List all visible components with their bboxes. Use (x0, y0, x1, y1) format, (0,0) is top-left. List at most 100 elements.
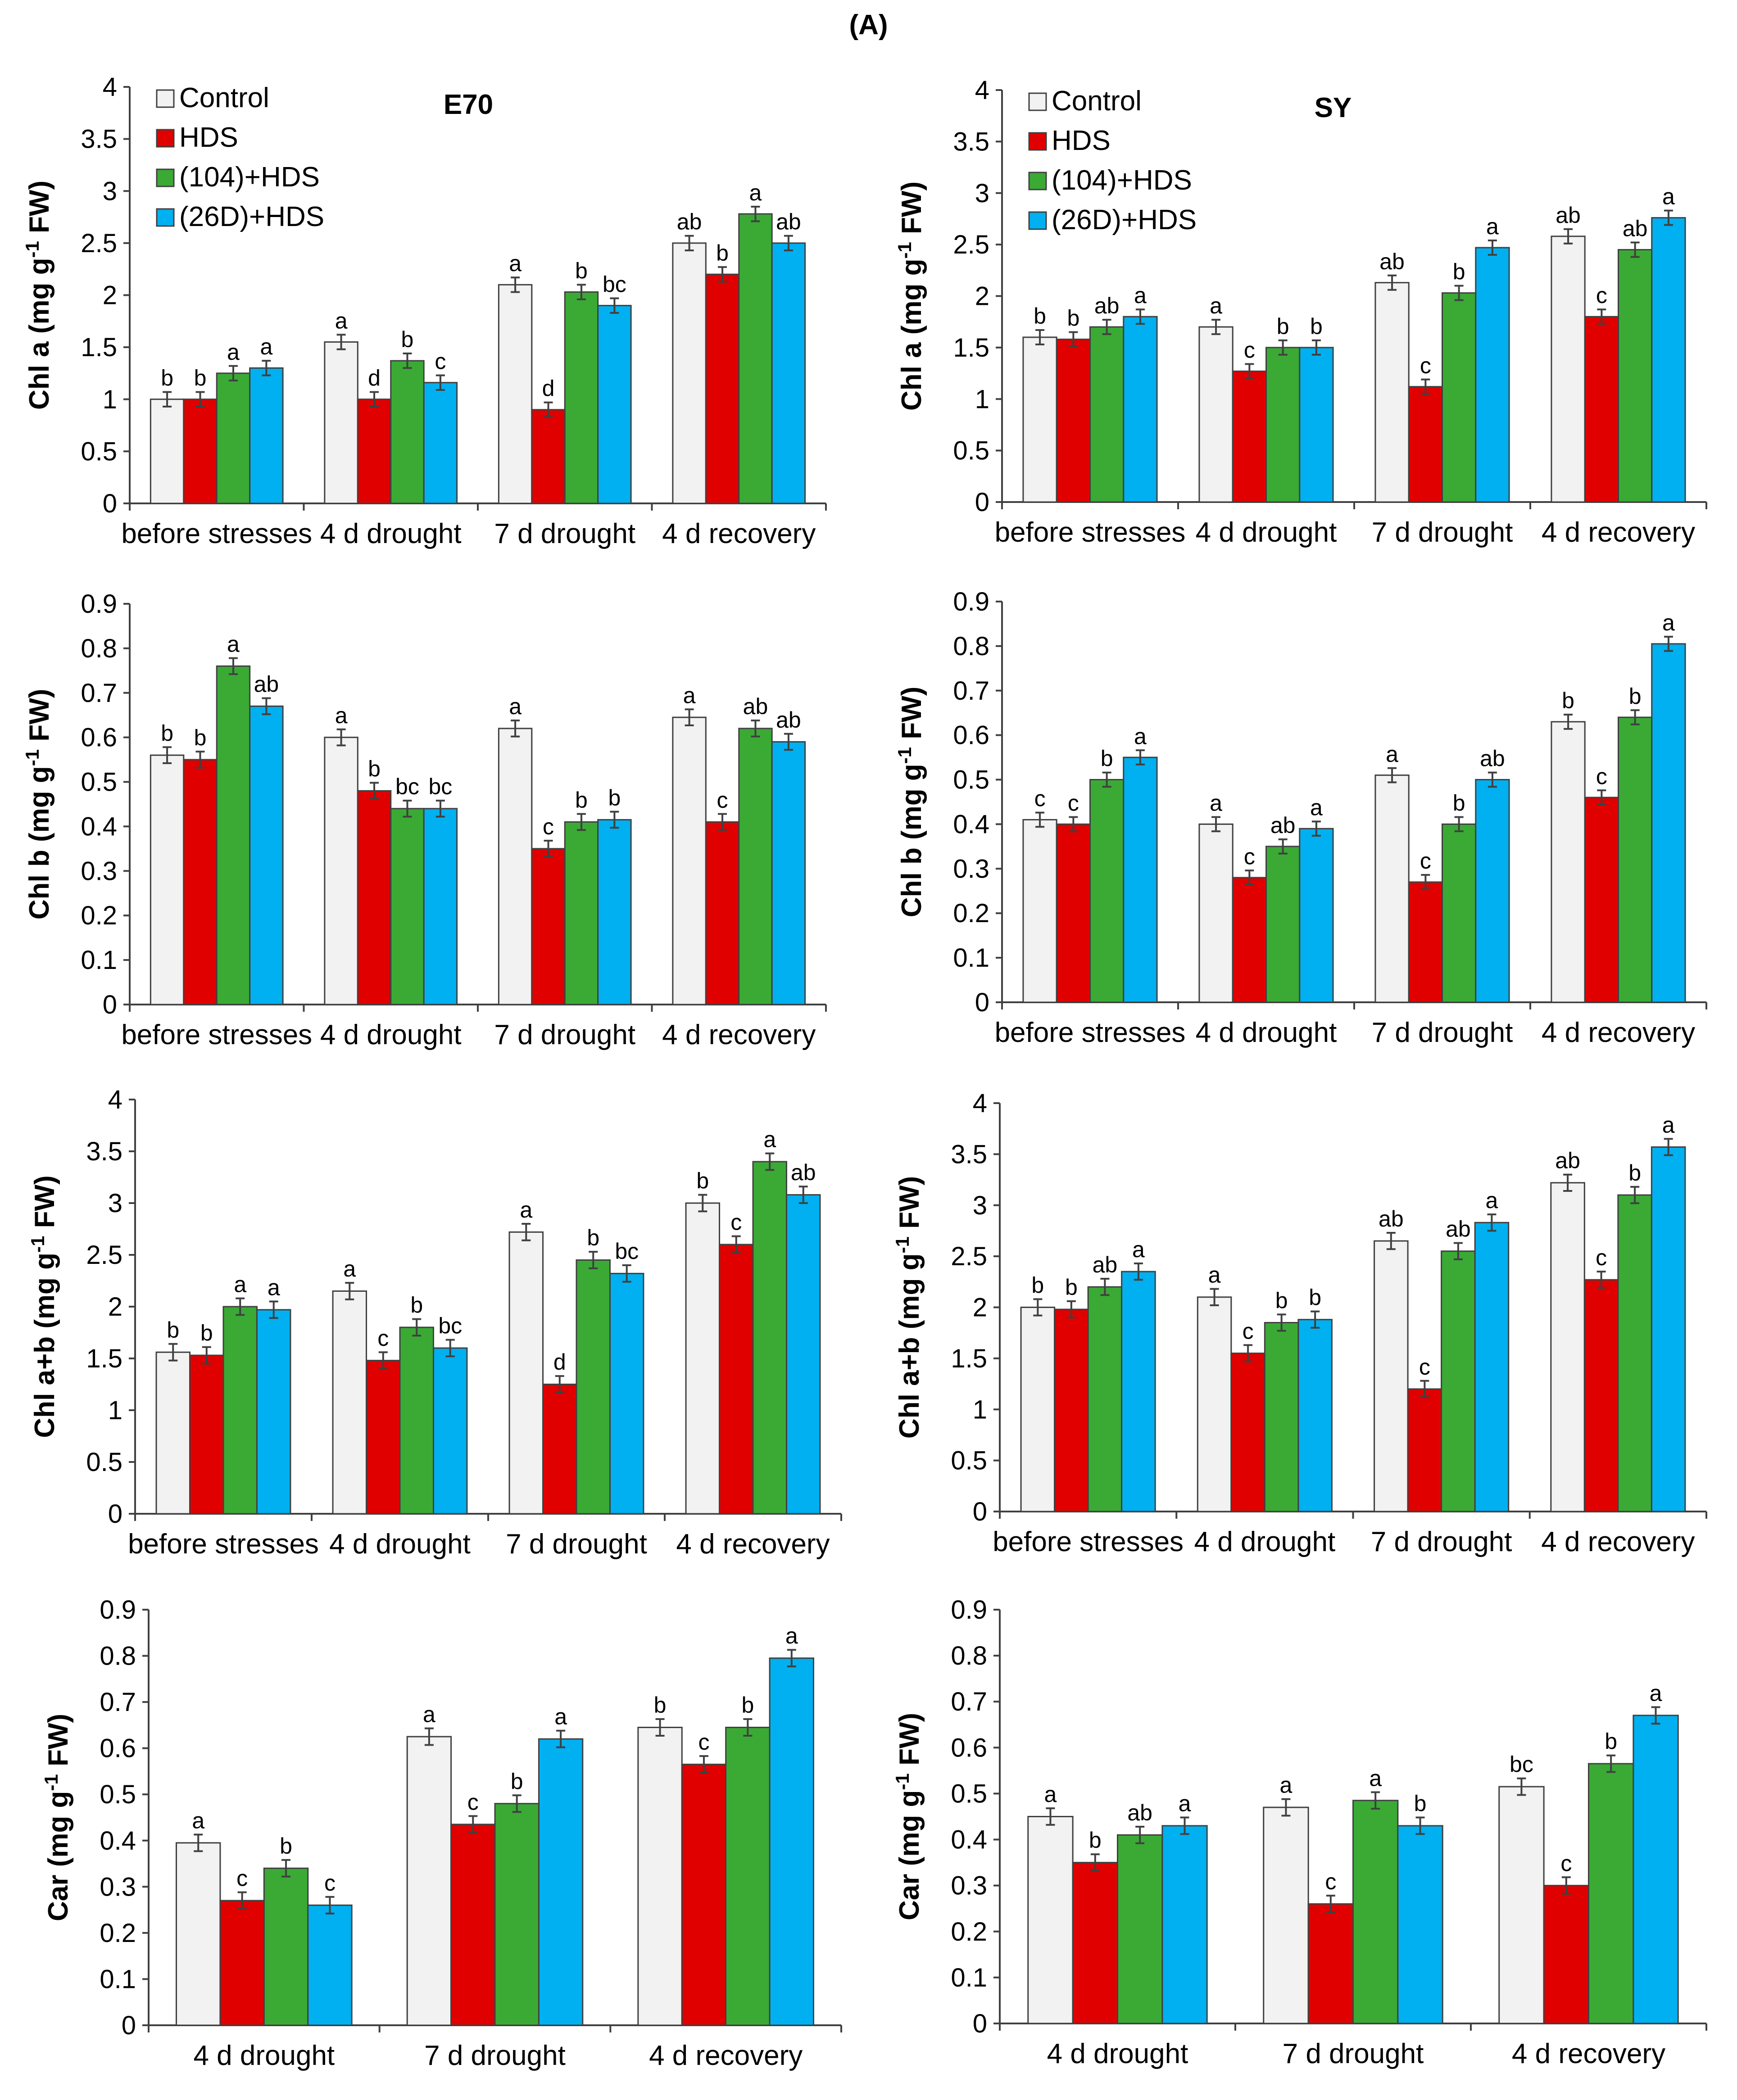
significance-letter: a (1486, 1188, 1498, 1213)
x-category-label: 7 d drought (1372, 1017, 1513, 1048)
bar-hds (542, 1384, 577, 1515)
bar-control (1020, 1307, 1056, 1512)
x-category-label: 4 d recovery (1542, 517, 1695, 548)
x-category-label: before stresses (995, 1017, 1186, 1048)
significance-letter: b (511, 1769, 523, 1794)
significance-letter: b (1453, 791, 1465, 816)
legend-swatch (1028, 92, 1047, 111)
significance-letter: c (1560, 1851, 1572, 1876)
y-tick-label: 0 (103, 489, 117, 518)
y-axis-label: Car (mg g-1 FW) (892, 1713, 925, 1920)
significance-letter: ab (776, 707, 801, 733)
bar-104hds (1441, 1250, 1476, 1512)
significance-letter: ab (254, 672, 279, 697)
bar-104hds (1442, 823, 1477, 1003)
significance-letter: a (1662, 610, 1675, 635)
y-tick-label: 0.8 (953, 632, 989, 661)
bar-104hds (1617, 1194, 1652, 1512)
bar-104hds (216, 372, 251, 504)
bar-hds (1307, 1903, 1354, 2024)
y-tick-label: 0.9 (951, 1595, 987, 1625)
x-category-label: 4 d recovery (662, 518, 816, 549)
bar-hds (1407, 1388, 1442, 1512)
bar-104hds (399, 1326, 434, 1515)
bar-104hds (1618, 716, 1653, 1003)
bar-control (155, 1351, 191, 1515)
significance-letter: ab (1379, 1206, 1404, 1231)
significance-letter: c (324, 1870, 336, 1896)
x-category-label: 4 d recovery (1542, 1017, 1695, 1048)
significance-letter: b (716, 240, 729, 266)
significance-letter: a (749, 180, 762, 205)
bar-hds (1230, 1353, 1265, 1512)
y-tick-label: 0.1 (100, 1964, 136, 1994)
significance-letter: a (509, 251, 522, 276)
significance-letter: b (1089, 1828, 1102, 1853)
significance-letter: b (1562, 688, 1574, 713)
significance-letter: a (683, 683, 696, 708)
bar-control (176, 1842, 221, 2026)
significance-letter: a (1134, 724, 1147, 749)
bar-hds (366, 1360, 401, 1515)
y-tick-label: 0.8 (81, 634, 117, 663)
y-tick-label: 0.3 (951, 1871, 987, 1901)
bar-hds (183, 398, 218, 504)
significance-letter: c (698, 1729, 709, 1755)
significance-letter: ab (1093, 1252, 1118, 1277)
significance-letter: c (1596, 764, 1607, 789)
significance-letter: a (227, 632, 240, 657)
bar-control (1022, 336, 1057, 503)
bar-hds (1232, 370, 1267, 503)
bar-26dhds (1474, 1222, 1510, 1512)
bar-104hds (1588, 1763, 1634, 2024)
y-tick-label: 0.9 (81, 589, 117, 619)
bar-104hds (494, 1803, 540, 2026)
bar-104hds (1352, 1800, 1399, 2024)
bar-26dhds (597, 819, 632, 1005)
legend-label: Control (179, 82, 269, 113)
significance-letter: ab (1446, 1217, 1471, 1242)
significance-letter: ab (1379, 249, 1405, 274)
bar-26dhds (1299, 828, 1334, 1003)
significance-letter: c (1596, 1245, 1607, 1270)
bar-104hds (216, 665, 251, 1005)
bar-hds (681, 1764, 727, 2026)
y-tick-label: 0 (108, 1499, 122, 1529)
bar-104hds (263, 1867, 309, 2026)
y-tick-label: 2 (103, 281, 117, 310)
y-tick-label: 3.5 (951, 1140, 987, 1169)
significance-letter: b (1031, 1272, 1044, 1298)
significance-letter: c (1420, 353, 1431, 378)
significance-letter: b (1453, 259, 1465, 285)
significance-letter: a (343, 1256, 356, 1281)
y-tick-label: 0.1 (953, 943, 989, 973)
y-tick-label: 3.5 (953, 127, 989, 156)
bar-26dhds (249, 705, 284, 1005)
legend-swatch (156, 208, 175, 227)
bar-hds (1056, 339, 1091, 503)
significance-letter: a (1132, 1237, 1145, 1262)
significance-letter: b (161, 720, 173, 746)
bar-104hds (1089, 326, 1125, 503)
significance-letter: a (554, 1704, 567, 1729)
significance-letter: ab (1555, 1148, 1580, 1173)
y-tick-label: 0.5 (81, 437, 117, 466)
bar-104hds (564, 291, 599, 504)
significance-letter: c (1244, 844, 1255, 869)
significance-letter: b (1067, 306, 1079, 331)
bar-hds (189, 1354, 224, 1515)
significance-letter: a (1210, 791, 1222, 816)
x-category-label: 4 d recovery (649, 2040, 803, 2071)
y-tick-label: 4 (973, 1089, 987, 1118)
x-category-label: 7 d drought (506, 1529, 647, 1560)
significance-letter: a (423, 1702, 435, 1727)
y-tick-label: 2.5 (86, 1240, 122, 1270)
y-tick-label: 1 (108, 1396, 122, 1425)
x-category-label: 7 d drought (1283, 2038, 1424, 2069)
y-tick-label: 0.4 (951, 1825, 987, 1855)
significance-letter: ab (776, 209, 801, 235)
significance-letter: a (763, 1127, 776, 1152)
bar-104hds (725, 1727, 771, 2026)
y-tick-label: 0.1 (81, 946, 117, 975)
